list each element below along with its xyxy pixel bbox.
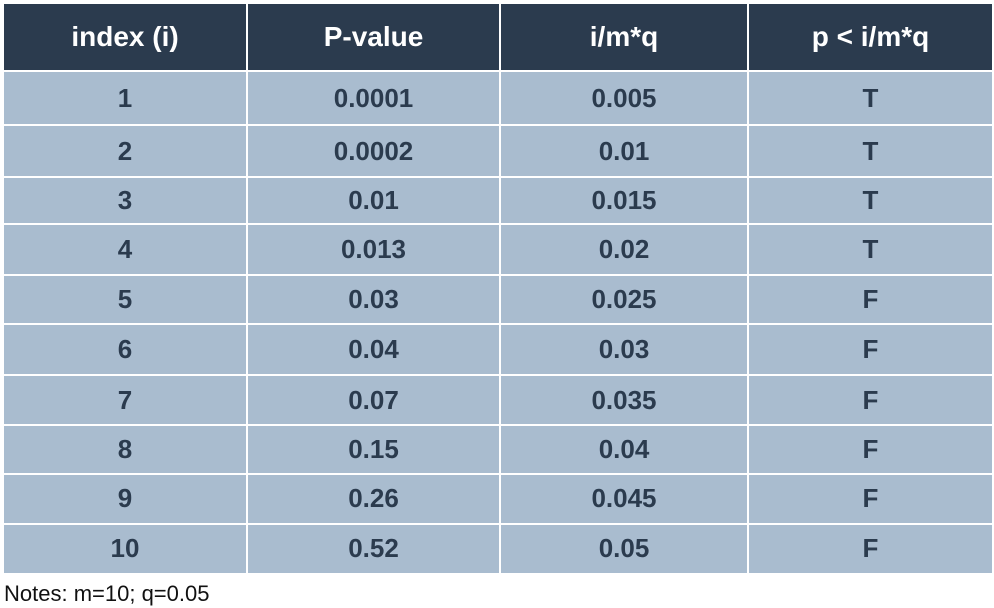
cell-result: F — [747, 322, 994, 377]
cell-index: 8 — [2, 423, 248, 476]
cell-threshold: 0.01 — [499, 124, 749, 178]
table-row: 3 0.01 0.015 T — [2, 175, 994, 226]
table-row: 4 0.013 0.02 T — [2, 223, 994, 276]
cell-index: 5 — [2, 273, 248, 325]
cell-threshold: 0.03 — [499, 322, 749, 377]
table-row: 9 0.26 0.045 F — [2, 473, 994, 525]
cell-threshold: 0.025 — [499, 273, 749, 325]
table-notes: Notes: m=10; q=0.05 — [4, 581, 210, 606]
cell-p-value: 0.07 — [246, 374, 501, 426]
cell-result: F — [747, 374, 994, 426]
cell-result: T — [747, 124, 994, 178]
cell-threshold: 0.04 — [499, 423, 749, 476]
cell-result: T — [747, 69, 994, 127]
cell-result: T — [747, 223, 994, 276]
cell-threshold: 0.02 — [499, 223, 749, 276]
cell-threshold: 0.035 — [499, 374, 749, 426]
table-row: 7 0.07 0.035 F — [2, 374, 994, 426]
cell-index: 7 — [2, 374, 248, 426]
cell-threshold: 0.015 — [499, 175, 749, 226]
cell-result: F — [747, 423, 994, 476]
cell-result: T — [747, 175, 994, 226]
table-row: 5 0.03 0.025 F — [2, 273, 994, 325]
cell-result: F — [747, 522, 994, 576]
cell-p-value: 0.0002 — [246, 124, 501, 178]
cell-index: 9 — [2, 473, 248, 525]
cell-p-value: 0.15 — [246, 423, 501, 476]
cell-p-value: 0.03 — [246, 273, 501, 325]
benjamini-hochberg-table: index (i) P-value i/m*q p < i/m*q 1 0.00… — [2, 2, 994, 576]
cell-index: 2 — [2, 124, 248, 178]
cell-index: 1 — [2, 69, 248, 127]
table-header-row: index (i) P-value i/m*q p < i/m*q — [2, 2, 994, 72]
header-comparison: p < i/m*q — [747, 2, 994, 72]
header-threshold: i/m*q — [499, 2, 749, 72]
cell-index: 3 — [2, 175, 248, 226]
cell-threshold: 0.005 — [499, 69, 749, 127]
cell-index: 6 — [2, 322, 248, 377]
cell-p-value: 0.26 — [246, 473, 501, 525]
cell-p-value: 0.013 — [246, 223, 501, 276]
header-index: index (i) — [2, 2, 248, 72]
table-row: 8 0.15 0.04 F — [2, 423, 994, 476]
cell-threshold: 0.045 — [499, 473, 749, 525]
cell-p-value: 0.0001 — [246, 69, 501, 127]
cell-result: F — [747, 273, 994, 325]
table-row: 1 0.0001 0.005 T — [2, 69, 994, 127]
cell-threshold: 0.05 — [499, 522, 749, 576]
cell-index: 4 — [2, 223, 248, 276]
table-row: 6 0.04 0.03 F — [2, 322, 994, 377]
cell-p-value: 0.52 — [246, 522, 501, 576]
cell-index: 10 — [2, 522, 248, 576]
cell-p-value: 0.04 — [246, 322, 501, 377]
cell-p-value: 0.01 — [246, 175, 501, 226]
table-row: 10 0.52 0.05 F — [2, 522, 994, 576]
header-p-value: P-value — [246, 2, 501, 72]
cell-result: F — [747, 473, 994, 525]
table-row: 2 0.0002 0.01 T — [2, 124, 994, 178]
